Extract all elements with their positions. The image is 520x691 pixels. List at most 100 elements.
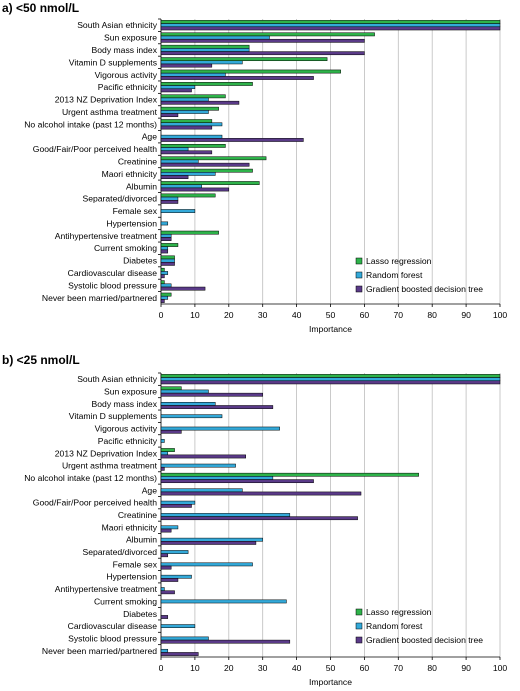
panel-b-bar-random-forest-2013-nz-deprivation-index xyxy=(160,451,169,456)
panel-a-bar-lasso-regression-vitamin-d-supplements xyxy=(160,57,328,62)
panel-b-bars xyxy=(160,374,501,656)
panel-b-bar-random-forest-pacific-ethnicity xyxy=(160,439,165,443)
panel-b-category-label-vigorous-activity: Vigorous activity xyxy=(95,424,158,434)
panel-b-tick-label: 80 xyxy=(427,663,437,673)
panel-a-bar-random-forest-south-asian-ethnicity xyxy=(160,23,501,28)
panel-a-bar-gradient-boosted-decision-tree-maori-ethnicity xyxy=(160,175,189,179)
panel-b-title: b) <25 nmol/L xyxy=(2,353,80,367)
panel-a-bar-gradient-boosted-decision-tree-vigorous-activity xyxy=(160,76,314,80)
panel-a-tick-label: 50 xyxy=(326,310,336,320)
panel-a-category-label-never-been-married-partnered: Never been married/partnered xyxy=(42,293,157,303)
panel-b-category-label-female-sex: Female sex xyxy=(113,559,158,569)
panel-a-bar-gradient-boosted-decision-tree-diabetes xyxy=(160,261,175,266)
panel-b-category-label-vitamin-d-supplements: Vitamin D supplements xyxy=(69,411,157,421)
panel-b: b) <25 nmol/L South Asian ethnicity Sun e… xyxy=(2,353,507,687)
panel-a-bar-random-forest-antihypertensive-treatment xyxy=(160,233,172,238)
panel-b-tick-label: 70 xyxy=(394,663,404,673)
panel-b-bar-random-forest-urgent-asthma-treatment xyxy=(160,463,236,468)
panel-b-tick-label: 60 xyxy=(360,663,370,673)
panel-a-bar-gradient-boosted-decision-tree-pacific-ethnicity xyxy=(160,88,192,93)
panel-a-bar-random-forest-creatinine xyxy=(160,159,199,164)
panel-b-legend-label-lasso-regression: Lasso regression xyxy=(366,607,432,617)
panel-a-bar-lasso-regression-diabetes xyxy=(160,255,175,260)
panel-b-tick-label: 90 xyxy=(461,663,471,673)
panel-b-category-label-creatinine: Creatinine xyxy=(118,510,157,520)
panel-a-category-label-antihypertensive-treatment: Antihypertensive treatment xyxy=(55,231,158,241)
panel-a-legend-swatch-random-forest xyxy=(355,271,363,279)
panel-b-bar-random-forest-south-asian-ethnicity xyxy=(160,377,501,382)
panel-a-bar-gradient-boosted-decision-tree-antihypertensive-treatment xyxy=(160,237,172,241)
panel-a-tick-label: 40 xyxy=(292,310,302,320)
panel-a-bar-random-forest-sun-exposure xyxy=(160,35,270,40)
panel-b-legend-label-gradient-boosted-decision-tree: Gradient boosted decision tree xyxy=(366,635,483,645)
panel-b-category-label-2013-nz-deprivation-index: 2013 NZ Deprivation Index xyxy=(55,448,158,458)
panel-a-bar-random-forest-current-smoking xyxy=(160,246,169,251)
panel-a-bar-lasso-regression-good-fair-poor-perceived-health xyxy=(160,144,226,148)
panel-b-bar-random-forest-creatinine xyxy=(160,513,291,517)
panel-a-bar-random-forest-separated-divorced xyxy=(160,196,179,201)
panel-b-bar-lasso-regression-south-asian-ethnicity xyxy=(160,374,501,378)
panel-a-tick-label: 0 xyxy=(159,310,164,320)
panel-a-bar-gradient-boosted-decision-tree-separated-divorced xyxy=(160,200,179,204)
panel-b-bar-random-forest-systolic-blood-pressure xyxy=(160,636,209,641)
panel-a-bar-lasso-regression-urgent-asthma-treatment xyxy=(160,106,219,111)
panel-b-category-label-maori-ethnicity: Maori ethnicity xyxy=(102,522,158,532)
panel-b-category-label-never-been-married-partnered: Never been married/partnered xyxy=(42,646,157,656)
panel-a-bar-random-forest-age xyxy=(160,134,223,139)
panel-a-legend-swatch-gradient-boosted-decision-tree xyxy=(355,285,363,293)
panel-a-category-label-good-fair-poor-perceived-health: Good/Fair/Poor perceived health xyxy=(33,144,157,154)
panel-b-bar-random-forest-maori-ethnicity xyxy=(160,525,179,530)
panel-b-bar-random-forest-vigorous-activity xyxy=(160,426,280,431)
panel-b-bar-random-forest-good-fair-poor-perceived-health xyxy=(160,500,196,505)
panel-a-tick-label: 10 xyxy=(190,310,200,320)
panel-a-tick-label: 20 xyxy=(224,310,234,320)
panel-a-legend: Lasso regression Random forest Gradient bo… xyxy=(355,256,483,294)
panel-b-legend-swatch-random-forest xyxy=(355,622,363,630)
panel-a-bar-gradient-boosted-decision-tree-never-been-married-partnered xyxy=(160,299,165,303)
panel-b-tick-label: 50 xyxy=(326,663,336,673)
panel-a-category-labels: South Asian ethnicity Sun exposure Body ma… xyxy=(24,20,157,303)
panel-b-category-label-pacific-ethnicity: Pacific ethnicity xyxy=(98,436,158,446)
panel-a-category-label-diabetes: Diabetes xyxy=(123,256,157,266)
panel-b-bar-random-forest-never-been-married-partnered xyxy=(160,648,169,653)
panel-b-category-label-urgent-asthma-treatment: Urgent asthma treatment xyxy=(62,461,158,471)
panel-a-bar-lasso-regression-body-mass-index xyxy=(160,44,250,49)
panel-b-bar-gradient-boosted-decision-tree-systolic-blood-pressure xyxy=(160,639,291,644)
panel-b-category-label-systolic-blood-pressure: Systolic blood pressure xyxy=(68,633,157,643)
panel-b-legend-label-random-forest: Random forest xyxy=(366,621,423,631)
panel-a-bar-random-forest-systolic-blood-pressure xyxy=(160,283,172,288)
panel-a-bar-random-forest-vitamin-d-supplements xyxy=(160,60,243,65)
panel-b-category-label-antihypertensive-treatment: Antihypertensive treatment xyxy=(55,584,158,594)
panel-b-tick-label: 30 xyxy=(258,663,268,673)
panel-a-category-label-separated-divorced: Separated/divorced xyxy=(82,194,157,204)
panel-a-bar-random-forest-pacific-ethnicity xyxy=(160,85,196,90)
panel-b-bar-random-forest-hypertension xyxy=(160,574,192,579)
panel-b-bar-random-forest-cardiovascular-disease xyxy=(160,624,196,628)
panel-b-bar-random-forest-no-alcohol-intake-past-12-months xyxy=(160,476,274,480)
panel-b-bar-random-forest-body-mass-index xyxy=(160,402,216,406)
panel-a-bar-gradient-boosted-decision-tree-age xyxy=(160,138,304,142)
panel-a-bar-lasso-regression-maori-ethnicity xyxy=(160,168,253,173)
panel-a-category-label-no-alcohol-intake-past-12-months: No alcohol intake (past 12 months) xyxy=(24,119,157,129)
panel-b-bar-random-forest-current-smoking xyxy=(160,599,287,604)
panel-b-category-label-age: Age xyxy=(142,485,158,495)
panel-b-bar-gradient-boosted-decision-tree-no-alcohol-intake-past-12-months xyxy=(160,479,314,484)
panel-b-bar-gradient-boosted-decision-tree-never-been-married-partnered xyxy=(160,652,199,656)
panel-b-bar-lasso-regression-sun-exposure xyxy=(160,386,182,391)
panel-b-bar-lasso-regression-no-alcohol-intake-past-12-months xyxy=(160,472,419,477)
panel-a-legend-label-gradient-boosted-decision-tree: Gradient boosted decision tree xyxy=(366,284,483,294)
panel-a-category-label-creatinine: Creatinine xyxy=(118,157,157,167)
panel-b-category-label-no-alcohol-intake-past-12-months: No alcohol intake (past 12 months) xyxy=(24,473,157,483)
panel-a-bar-gradient-boosted-decision-tree-albumin xyxy=(160,187,230,192)
panel-b-bar-random-forest-female-sex xyxy=(160,562,253,567)
panel-b-tick-label: 10 xyxy=(190,663,200,673)
panel-a-category-label-systolic-blood-pressure: Systolic blood pressure xyxy=(68,280,157,290)
panel-a-bar-lasso-regression-sun-exposure xyxy=(160,32,375,37)
panel-b-bar-random-forest-age xyxy=(160,488,243,493)
panel-b-category-label-separated-divorced: Separated/divorced xyxy=(82,547,157,557)
panel-b-legend: Lasso regression Random forest Gradient bo… xyxy=(355,607,483,645)
panel-a-bar-gradient-boosted-decision-tree-current-smoking xyxy=(160,249,169,254)
panel-a-bar-random-forest-maori-ethnicity xyxy=(160,172,216,176)
panel-a-bar-lasso-regression-south-asian-ethnicity xyxy=(160,20,501,24)
